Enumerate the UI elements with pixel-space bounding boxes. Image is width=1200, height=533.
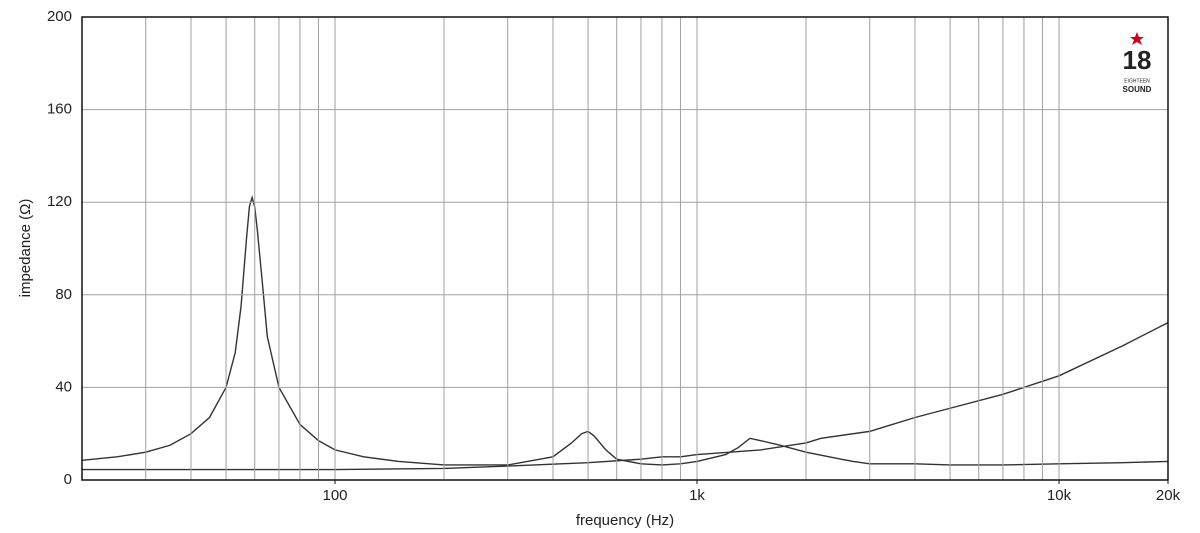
- x-tick-label: 1k: [689, 487, 705, 504]
- x-tick-label: 100: [323, 487, 348, 504]
- y-tick-label: 200: [47, 8, 72, 25]
- logo: 18 EIGHTEEN SOUND: [1123, 32, 1152, 94]
- logo-text: SOUND: [1123, 85, 1152, 94]
- series-line: [82, 321, 1169, 471]
- y-tick-label: 40: [55, 378, 72, 395]
- logo-number: 18: [1123, 45, 1152, 75]
- y-tick-label: 80: [55, 286, 72, 303]
- y-axis-title: impedance (Ω): [17, 199, 34, 298]
- x-tick-label: 20k: [1156, 487, 1181, 504]
- x-axis-title: frequency (Hz): [576, 512, 674, 529]
- y-tick-label: 160: [47, 101, 72, 118]
- y-tick-label: 0: [64, 471, 72, 488]
- plot-frame: [81, 16, 1169, 481]
- series-line: [81, 195, 1169, 466]
- logo-star: [1130, 32, 1144, 45]
- y-tick-label: 120: [47, 193, 72, 210]
- x-tick-label: 10k: [1047, 487, 1072, 504]
- logo-text: EIGHTEEN: [1124, 78, 1150, 84]
